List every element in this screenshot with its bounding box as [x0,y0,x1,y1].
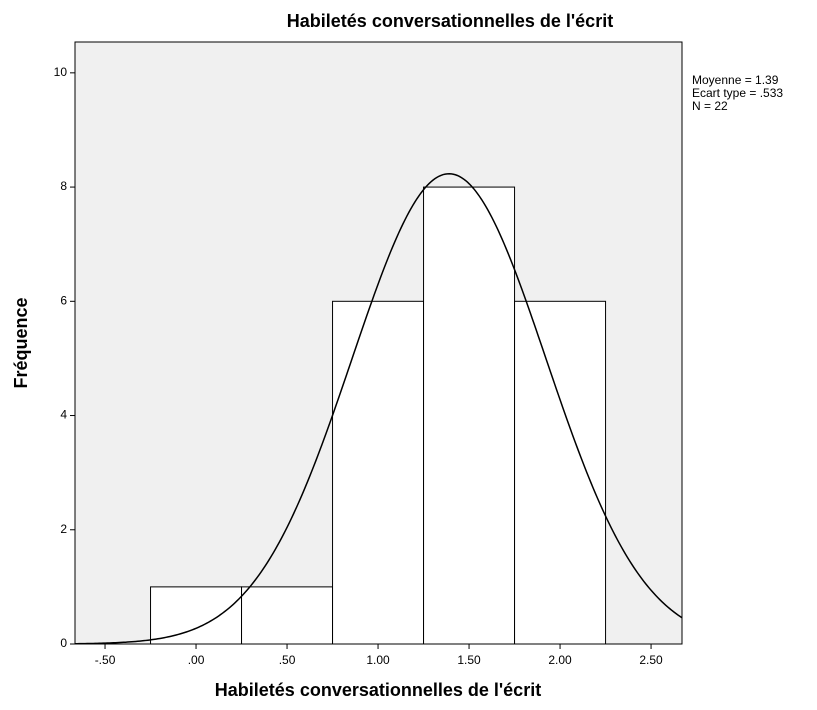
annotation: N = 22 [692,99,728,113]
y-tick-label: 2 [60,522,67,536]
y-tick-label: 4 [60,408,67,422]
x-tick-label: 1.00 [366,653,390,667]
bar [241,586,334,645]
y-tick-label: 8 [60,179,67,193]
bar [514,300,607,645]
x-tick-label: 2.00 [548,653,572,667]
y-tick-label: 10 [54,65,68,79]
bar [423,186,516,645]
x-axis-label: Habiletés conversationnelles de l'écrit [215,680,541,700]
y-tick-label: 0 [60,636,67,650]
annotation: Moyenne = 1.39 [692,73,779,87]
x-tick-label: .50 [279,653,296,667]
y-tick-label: 6 [60,293,67,307]
x-tick-label: 2.50 [639,653,663,667]
bar [150,586,243,645]
y-axis-label: Fréquence [11,297,31,388]
bar [332,300,425,645]
x-tick-label: 1.50 [457,653,481,667]
annotation: Ecart type = .533 [692,86,783,100]
normal-curve [74,172,683,645]
x-tick-label: -.50 [95,653,116,667]
x-tick-label: .00 [188,653,205,667]
chart-title: Habiletés conversationnelles de l'écrit [287,11,613,31]
